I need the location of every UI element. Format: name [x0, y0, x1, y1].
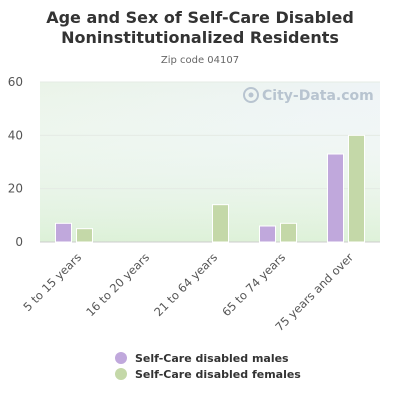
plot-area-shade — [40, 82, 380, 242]
y-tick-label: 40 — [8, 128, 23, 142]
bar-females — [212, 204, 229, 243]
bar-females — [76, 228, 93, 243]
watermark: City-Data.com — [243, 87, 374, 104]
bar-males — [259, 225, 276, 243]
x-tick-label: 65 to 74 years — [219, 250, 288, 319]
chart-title: Age and Sex of Self-Care Disabled Nonins… — [46, 8, 354, 47]
legend-label-females: Self-Care disabled females — [135, 367, 301, 381]
bar-males — [55, 222, 72, 243]
bar-females — [280, 222, 297, 243]
chart-subtitle: Zip code 04107 — [160, 55, 240, 66]
legend-swatch-females — [115, 368, 127, 380]
bar-males — [327, 153, 344, 243]
y-tick-label: 0 — [15, 235, 23, 249]
bar-females — [348, 134, 365, 243]
x-tick-label: 5 to 15 years — [20, 250, 84, 314]
watermark-text: City-Data.com — [262, 88, 374, 104]
x-tick-label: 16 to 20 years — [83, 250, 152, 319]
y-tick-label: 60 — [8, 75, 23, 89]
legend: Self-Care disabled males Self-Care disab… — [115, 350, 301, 382]
watermark-icon — [243, 87, 259, 103]
y-tick-label: 20 — [8, 182, 23, 196]
x-tick-label: 21 to 64 years — [151, 250, 220, 319]
legend-item-females: Self-Care disabled females — [115, 366, 301, 382]
legend-item-males: Self-Care disabled males — [115, 350, 301, 366]
legend-swatch-males — [115, 352, 127, 364]
legend-label-males: Self-Care disabled males — [135, 351, 289, 365]
